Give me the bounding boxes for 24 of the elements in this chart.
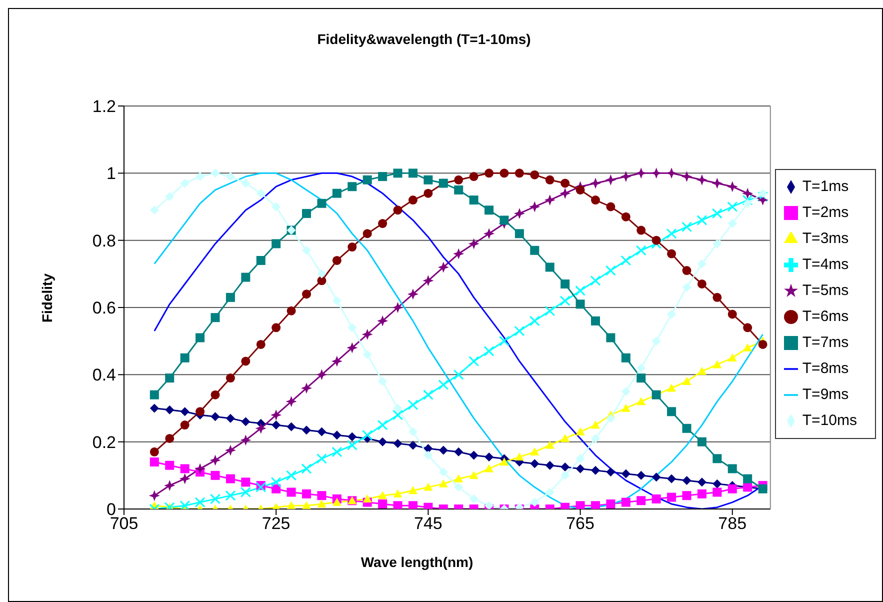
legend-label: T=2ms xyxy=(802,204,849,221)
y-tick-label: 1.2 xyxy=(92,97,116,116)
y-tick-label: 0.4 xyxy=(92,366,116,385)
legend-label: T=3ms xyxy=(802,230,849,247)
chart-title: Fidelity&wavelength (T=1-10ms) xyxy=(316,31,532,47)
legend-label: T=8ms xyxy=(802,360,849,377)
y-tick-label: 0.6 xyxy=(92,298,116,318)
legend-label: T=10ms xyxy=(802,412,857,429)
legend-label: T=6ms xyxy=(802,308,849,325)
x-tick-label: 765 xyxy=(566,514,594,534)
x-tick-label: 705 xyxy=(110,514,138,534)
y-axis-title: Fidelity xyxy=(39,273,55,323)
y-tick-label: 0.8 xyxy=(92,231,116,250)
y-tick-label: 0.2 xyxy=(92,432,116,452)
x-tick-label: 785 xyxy=(718,514,747,534)
legend-label: T=7ms xyxy=(802,334,849,351)
x-tick-label: 745 xyxy=(414,514,442,534)
y-tick-label: 1 xyxy=(106,164,116,184)
x-tick-label: 725 xyxy=(262,514,290,534)
x-axis-title: Wave length(nm) xyxy=(360,554,474,570)
legend-label: T=9ms xyxy=(802,386,849,403)
legend-label: T=1ms xyxy=(802,178,849,195)
legend-label: T=5ms xyxy=(802,282,849,299)
legend-label: T=4ms xyxy=(802,256,849,273)
